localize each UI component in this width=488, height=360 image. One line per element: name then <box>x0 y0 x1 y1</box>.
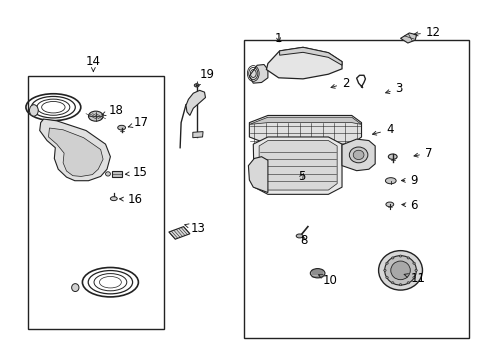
Polygon shape <box>185 90 205 116</box>
Ellipse shape <box>105 172 110 176</box>
Ellipse shape <box>391 282 393 284</box>
Text: 14: 14 <box>86 55 101 72</box>
Ellipse shape <box>407 282 409 284</box>
Polygon shape <box>168 226 189 239</box>
Bar <box>27 76 163 329</box>
Ellipse shape <box>391 257 393 259</box>
Text: 17: 17 <box>128 116 148 129</box>
Ellipse shape <box>407 257 409 259</box>
Ellipse shape <box>296 234 303 238</box>
Ellipse shape <box>384 256 415 285</box>
Ellipse shape <box>385 262 387 264</box>
Polygon shape <box>112 171 122 177</box>
Ellipse shape <box>412 276 414 279</box>
Polygon shape <box>248 157 267 193</box>
Text: 16: 16 <box>119 193 142 206</box>
Text: 18: 18 <box>102 104 123 117</box>
Ellipse shape <box>385 178 395 184</box>
Ellipse shape <box>399 255 401 257</box>
Ellipse shape <box>348 147 367 163</box>
Ellipse shape <box>412 262 414 264</box>
Polygon shape <box>259 140 336 190</box>
Ellipse shape <box>414 269 416 271</box>
Polygon shape <box>40 119 110 181</box>
Polygon shape <box>266 47 341 79</box>
Polygon shape <box>279 47 341 65</box>
Polygon shape <box>48 128 103 176</box>
Text: 1: 1 <box>274 32 282 45</box>
Ellipse shape <box>390 261 409 280</box>
Text: 3: 3 <box>385 82 402 95</box>
Ellipse shape <box>88 111 103 121</box>
Text: 8: 8 <box>300 234 307 247</box>
Polygon shape <box>400 33 416 43</box>
Polygon shape <box>249 116 361 144</box>
Ellipse shape <box>118 125 125 130</box>
Text: 10: 10 <box>318 274 337 287</box>
Polygon shape <box>249 64 267 83</box>
Ellipse shape <box>352 150 363 159</box>
Text: 19: 19 <box>196 68 214 86</box>
Ellipse shape <box>29 105 38 116</box>
Bar <box>244 40 468 338</box>
Text: 9: 9 <box>401 174 417 186</box>
Text: 4: 4 <box>372 123 393 136</box>
Ellipse shape <box>310 269 325 278</box>
Text: 2: 2 <box>330 77 349 90</box>
Ellipse shape <box>383 269 386 271</box>
Text: 11: 11 <box>403 272 425 285</box>
Text: 13: 13 <box>184 222 205 235</box>
Polygon shape <box>253 137 341 194</box>
Ellipse shape <box>399 284 401 286</box>
Ellipse shape <box>378 251 422 290</box>
Ellipse shape <box>385 202 393 207</box>
Ellipse shape <box>110 197 117 201</box>
Ellipse shape <box>72 284 79 292</box>
Text: 6: 6 <box>401 199 417 212</box>
Polygon shape <box>249 117 361 125</box>
Ellipse shape <box>385 276 387 279</box>
Polygon shape <box>341 139 374 171</box>
Text: 5: 5 <box>298 170 305 183</box>
Ellipse shape <box>194 84 199 87</box>
Ellipse shape <box>387 154 396 159</box>
Text: 15: 15 <box>125 166 147 179</box>
Text: 12: 12 <box>413 26 440 39</box>
Polygon shape <box>192 132 203 138</box>
Text: 7: 7 <box>413 147 431 159</box>
